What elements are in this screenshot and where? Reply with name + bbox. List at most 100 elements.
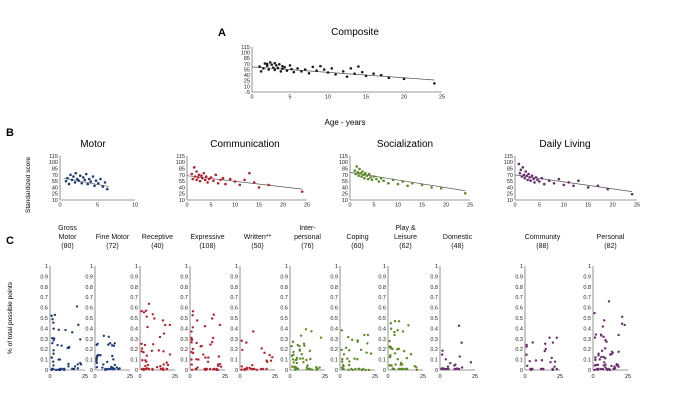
subdomain-label: (88) [536,243,548,250]
subdomain-ytick: 0.9 [180,274,188,280]
subdomain-point [308,349,312,353]
subdomain-point [444,358,448,361]
subdomain-point [340,329,344,332]
domain-communication-point [203,178,207,182]
subdomain-point [140,350,143,353]
subdomain-point [555,336,559,339]
domain-motor-xtick: 5 [96,203,99,209]
subdomain-point [310,368,314,371]
domain-communication-point [200,174,203,177]
subdomain-point [620,315,624,319]
domain-socialization-point [370,178,374,182]
subdomain-point [53,313,57,317]
composite-point [283,65,286,69]
domain-motor-xtick: 10 [132,203,138,209]
subdomain-point [252,330,255,333]
subdomain-xtick: 0 [238,374,241,380]
subdomain-point [593,336,597,339]
subdomain-point [52,367,55,371]
subdomain-point [265,367,268,371]
subdomain-point [57,358,60,361]
domain-communication-point [190,172,194,176]
subdomain-ytick: 0.1 [330,358,338,364]
domain-socialization-point [362,173,365,177]
subdomain-ytick: 0.3 [280,337,288,343]
subdomain-point [113,342,116,345]
subdomain-point [350,367,353,371]
composite-point [292,70,296,74]
domain-daily-living-point [606,187,610,191]
composite-point [387,76,391,80]
subdomain-ytick: 0.8 [85,285,93,291]
domain-daily-living-ytick: 10 [507,198,513,204]
subdomain-ytick: 0.6 [130,306,138,312]
subdomain-point [102,363,105,366]
domain-communication-ytick: 70 [179,173,185,179]
domain-daily-living-point [530,174,534,177]
domain-socialization-point [361,170,364,173]
subdomain-ytick: 0.5 [130,316,138,322]
subdomain-point [52,364,55,367]
domain-motor-point [67,182,71,186]
domain-daily-living-point [533,181,536,184]
domain-communication-point [224,182,227,186]
subdomain-point [241,348,244,352]
composite-ytick: 25 [244,79,250,85]
subdomain-point [164,323,167,327]
subdomain-point [342,363,345,367]
subdomain-ytick: 0 [185,368,188,374]
subdomain-ytick: 0.4 [85,326,93,332]
domain-title-communication: Communication [210,139,279,150]
domain-motor-ytick: 25 [52,192,58,198]
subdomain-ytick: 0.8 [515,285,523,291]
subdomain-point [107,343,110,346]
subdomain-ytick: 0.2 [280,347,288,353]
domain-motor-ytick: 55 [52,179,58,185]
subdomain-point [605,367,608,371]
subdomain-ytick: 1 [185,264,188,270]
composite-ytick: 10 [244,84,250,90]
subdomain-point [595,367,599,371]
subdomain-ytick: 0 [135,368,138,374]
subdomain-ytick: 0.4 [583,326,591,332]
subdomain-ytick: 0.2 [430,347,438,353]
subdomain-point [95,359,98,363]
subdomain-point [66,346,69,350]
subdomain-chart: Written** (50) 1 0.9 0.8 0.7 0.6 0.5 0.4 0.3 0.2 0.… [230,234,278,380]
subdomain-ytick: 0.1 [430,358,438,364]
subdomain-point [162,363,165,366]
composite-point [279,70,283,73]
domain-communication-point [238,183,242,187]
composite-point [319,64,322,68]
subdomain-chart: Fine Motor (72) 1 0.9 0.8 0.7 0.6 0.5 0.4 0.3 0.2 0… [85,234,133,380]
subdomain-point [52,352,55,355]
domain-communication-point [207,177,211,181]
domain-motor-point [81,176,85,179]
composite-point [281,67,284,71]
subdomain-point [200,344,203,348]
domain-motor-ytick: 115 [49,154,58,160]
subdomain-point [197,358,200,361]
subdomain-point [57,328,60,331]
subdomain-ytick: 0.2 [180,347,188,353]
domain-communication-ytick: 10 [179,198,185,204]
subdomain-point [341,367,345,371]
subdomain-point [299,334,303,337]
subdomain-ytick: 0.2 [85,347,93,353]
subdomain-point [76,367,79,370]
subdomain-ytick: 0.4 [330,326,338,332]
domain-socialization-point [354,172,358,176]
domain-daily-living-trendline [514,174,633,192]
subdomain-ytick: 0 [383,368,386,374]
domain-motor-point [93,184,96,188]
subdomain-ytick: 0.4 [515,326,523,332]
subdomain-point [544,342,547,345]
subdomain-ytick: 0 [285,368,288,374]
subdomain-point [610,350,614,353]
domain-daily-living-point [630,192,634,196]
subdomain-point [609,353,612,356]
subdomain-point [113,363,117,367]
subdomain-ytick: 0.3 [230,337,238,343]
subdomain-point [162,368,165,372]
